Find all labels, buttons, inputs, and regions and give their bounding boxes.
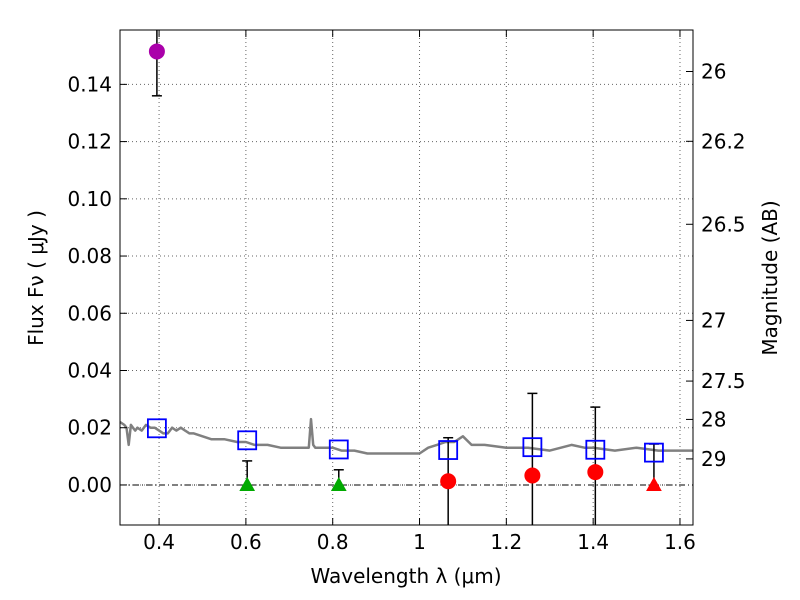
y2-axis: 26 26.2 26.5 27 27.5 28 29 (686, 59, 746, 471)
x-tick-label: 1.4 (577, 530, 609, 554)
y-tick-label: 0.14 (67, 72, 112, 96)
error-bars (151, 30, 659, 525)
plot-frame (119, 29, 694, 526)
y-tick-label: 0.06 (67, 301, 112, 325)
data-point-circle (148, 43, 165, 60)
data-point-triangle (239, 476, 256, 491)
y-tick-label: 0.04 (67, 358, 112, 382)
sed-model (119, 417, 693, 455)
data-point-triangle (330, 476, 347, 491)
x-tick-label: 1 (413, 530, 426, 554)
x-tick-label: 1.6 (664, 530, 696, 554)
data-point-triangle (646, 476, 662, 491)
data-point-square (438, 440, 459, 460)
sed-model-line (119, 417, 693, 455)
y2-axis-label: Magnitude (AB) (758, 200, 782, 355)
y2-tick-label: 26 (701, 59, 726, 83)
y-tick-label: 0.12 (67, 130, 112, 154)
x-axis-label: Wavelength λ (μm) (310, 564, 501, 588)
x-tick-label: 0.8 (317, 530, 349, 554)
x-tick-label: 0.4 (143, 530, 175, 554)
data-point-square (644, 442, 664, 463)
y-axis-label: Flux Fν ( μJy ) (24, 210, 48, 346)
data-point-circle (440, 473, 457, 490)
y-tick-label: 0.10 (67, 187, 112, 211)
y-tick-label: 0.08 (67, 244, 112, 268)
y2-tick-label: 29 (701, 447, 726, 471)
data-points (146, 43, 664, 491)
data-point-circle (587, 464, 604, 481)
y2-tick-label: 27 (701, 308, 726, 332)
data-point-square (328, 439, 349, 460)
y2-tick-label: 28 (701, 407, 726, 431)
x-tick-label: 1.2 (490, 530, 522, 554)
y2-tick-label: 27.5 (701, 369, 746, 393)
data-point-square (146, 418, 167, 439)
data-point-square (522, 437, 543, 458)
x-axis: 0.4 0.6 0.8 1 1.2 1.4 1.6 (143, 30, 696, 554)
x-tick-label: 0.6 (230, 530, 262, 554)
y-tick-label: 0.00 (67, 473, 112, 497)
data-point-circle (524, 467, 541, 484)
y2-tick-label: 26.5 (701, 212, 746, 236)
y2-tick-label: 26.2 (701, 129, 746, 153)
data-point-square (585, 439, 606, 460)
y-tick-label: 0.02 (67, 416, 112, 440)
y-axis: 0.00 0.02 0.04 0.06 0.08 0.10 0.12 0.14 (67, 72, 127, 497)
data-point-square (237, 430, 258, 451)
